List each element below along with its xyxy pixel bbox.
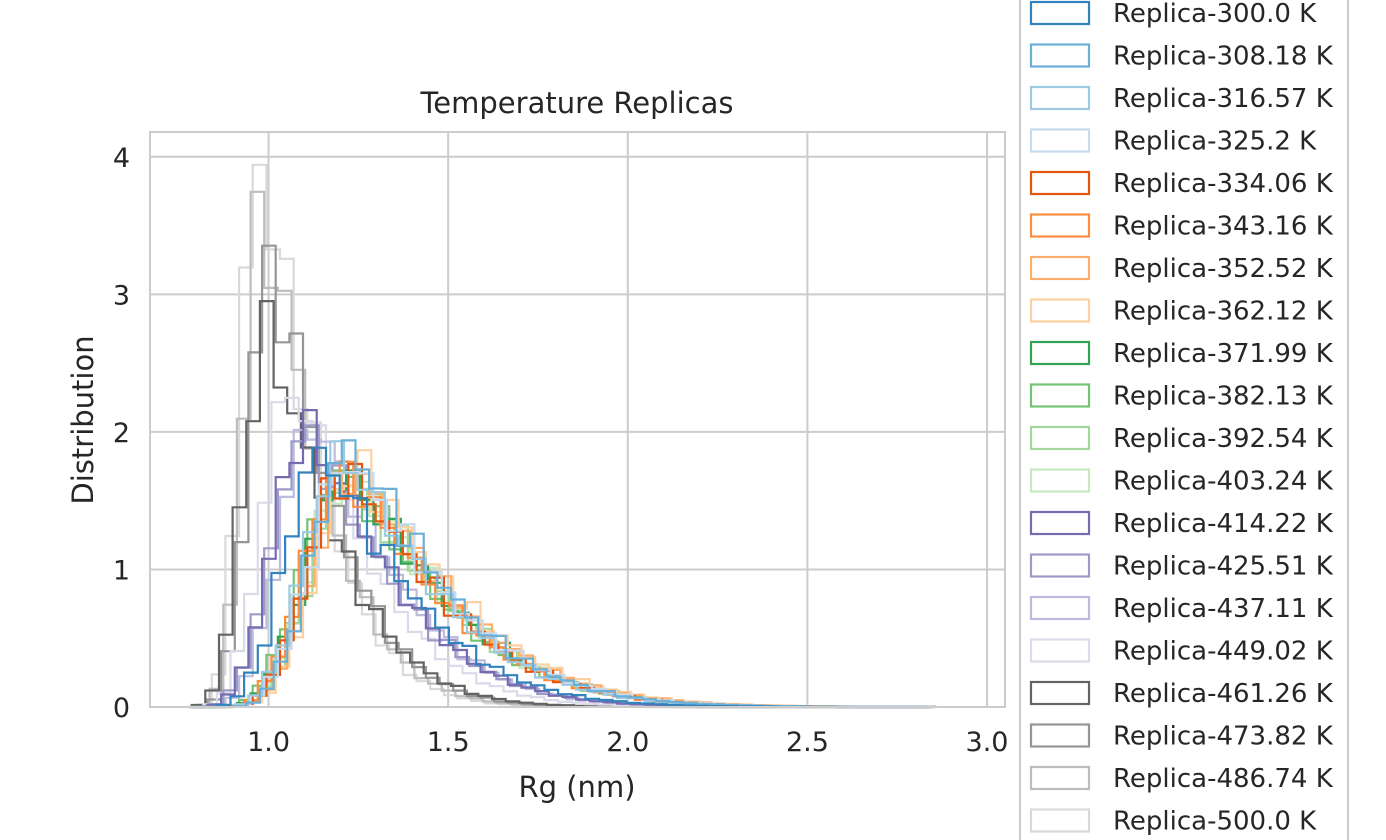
legend-label: Replica-486.74 K (1113, 764, 1334, 794)
legend-label: Replica-308.18 K (1113, 42, 1334, 72)
legend-item: Replica-382.13 K (1029, 382, 1334, 412)
legend-items: Replica-300.0 K Replica-308.18 K Replica-3… (1029, 0, 1334, 837)
legend-swatch (1029, 425, 1091, 451)
x-tick-label: 3.0 (966, 727, 1009, 758)
legend-item: Replica-371.99 K (1029, 339, 1334, 369)
legend-item: Replica-425.51 K (1029, 552, 1334, 582)
x-tick-labels: 1.0 1.5 2.0 2.5 3.0 (247, 727, 1008, 758)
legend-item: Replica-300.0 K (1029, 0, 1317, 29)
legend-label: Replica-461.26 K (1113, 679, 1334, 709)
legend-item: Replica-403.24 K (1029, 467, 1334, 497)
legend-label: Replica-449.02 K (1113, 637, 1334, 667)
legend-item: Replica-414.22 K (1029, 509, 1334, 539)
legend-swatch (1029, 170, 1091, 196)
legend-label: Replica-437.11 K (1113, 594, 1334, 624)
legend-label: Replica-300.0 K (1113, 0, 1317, 29)
legend: Replica-300.0 K Replica-308.18 K Replica-3… (1019, 0, 1349, 840)
legend-label: Replica-352.52 K (1113, 254, 1334, 284)
legend-item: Replica-473.82 K (1029, 722, 1334, 752)
legend-item: Replica-325.2 K (1029, 127, 1317, 157)
legend-swatch (1029, 383, 1091, 408)
x-tick-label: 2.0 (606, 727, 649, 758)
legend-label: Replica-382.13 K (1113, 382, 1334, 412)
x-tick-label: 1.0 (247, 727, 290, 758)
legend-label: Replica-500.0 K (1113, 807, 1317, 837)
legend-item: Replica-437.11 K (1029, 594, 1334, 624)
legend-label: Replica-325.2 K (1113, 127, 1317, 157)
legend-swatch (1029, 255, 1091, 281)
legend-swatch (1029, 340, 1091, 366)
legend-label: Replica-392.54 K (1113, 424, 1334, 454)
legend-swatch (1029, 510, 1091, 536)
legend-item: Replica-392.54 K (1029, 424, 1334, 454)
legend-swatch (1029, 808, 1091, 833)
legend-swatch (1029, 765, 1091, 791)
legend-label: Replica-414.22 K (1113, 509, 1334, 539)
plot-frame (149, 131, 1006, 708)
legend-label: Replica-334.06 K (1113, 169, 1334, 199)
legend-swatch (1029, 680, 1091, 706)
legend-swatch (1029, 468, 1091, 493)
legend-label: Replica-403.24 K (1113, 467, 1334, 497)
legend-swatch (1029, 553, 1091, 578)
legend-swatch (1029, 213, 1091, 238)
legend-item: Replica-500.0 K (1029, 807, 1317, 837)
legend-label: Replica-362.12 K (1113, 297, 1334, 327)
legend-swatch (1029, 723, 1091, 748)
y-tick-label: 4 (113, 143, 130, 174)
y-axis-label: Distribution (66, 335, 100, 504)
y-tick-labels: 0 1 2 3 4 (113, 143, 130, 724)
legend-item: Replica-343.16 K (1029, 212, 1334, 242)
legend-swatch (1029, 298, 1091, 323)
legend-item: Replica-486.74 K (1029, 764, 1334, 794)
y-tick-label: 3 (113, 280, 130, 311)
legend-swatch (1029, 0, 1091, 26)
legend-item: Replica-449.02 K (1029, 637, 1334, 667)
legend-item: Replica-334.06 K (1029, 169, 1334, 199)
legend-item: Replica-308.18 K (1029, 42, 1334, 72)
legend-frame (1019, 0, 1349, 840)
legend-label: Replica-425.51 K (1113, 552, 1334, 582)
y-tick-label: 2 (113, 418, 130, 449)
x-tick-label: 2.5 (786, 727, 829, 758)
x-axis-label: Rg (nm) (518, 770, 635, 804)
legend-item: Replica-362.12 K (1029, 297, 1334, 327)
legend-swatch (1029, 85, 1091, 111)
legend-swatch (1029, 595, 1091, 621)
legend-swatch (1029, 43, 1091, 68)
legend-item: Replica-461.26 K (1029, 679, 1334, 709)
legend-item: Replica-352.52 K (1029, 254, 1334, 284)
y-tick-label: 0 (113, 693, 130, 724)
legend-swatch (1029, 638, 1091, 663)
x-tick-label: 1.5 (427, 727, 470, 758)
legend-label: Replica-316.57 K (1113, 84, 1334, 114)
chart-title: Temperature Replicas (420, 86, 734, 120)
legend-label: Replica-473.82 K (1113, 722, 1334, 752)
legend-item: Replica-316.57 K (1029, 84, 1334, 114)
legend-label: Replica-371.99 K (1113, 339, 1334, 369)
legend-label: Replica-343.16 K (1113, 212, 1334, 242)
plot-background (150, 132, 1005, 707)
y-tick-label: 1 (113, 555, 130, 586)
legend-swatch (1029, 128, 1091, 153)
